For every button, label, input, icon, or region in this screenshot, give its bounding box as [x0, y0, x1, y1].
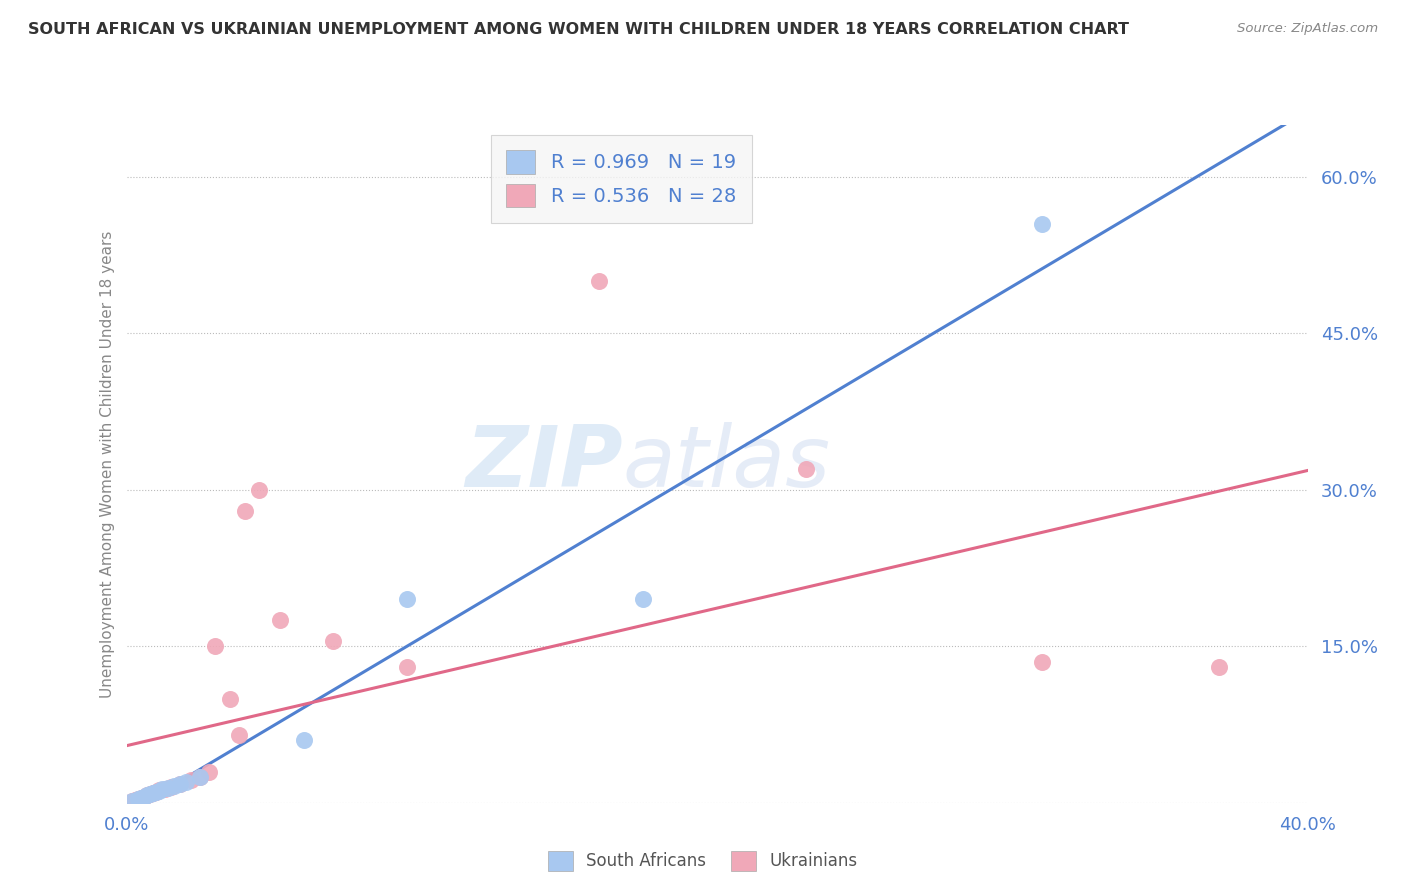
Point — [188, 770, 211, 784]
Point — [228, 728, 250, 742]
Point — [292, 733, 315, 747]
Point — [136, 789, 159, 803]
Point — [159, 780, 183, 794]
Point — [134, 789, 156, 804]
Y-axis label: Unemployment Among Women with Children Under 18 years: Unemployment Among Women with Children U… — [100, 230, 115, 698]
Point — [127, 791, 149, 805]
Point — [124, 792, 146, 806]
Point — [153, 782, 176, 797]
Point — [139, 788, 162, 802]
Point — [156, 781, 179, 796]
Point — [188, 770, 211, 784]
Text: Source: ZipAtlas.com: Source: ZipAtlas.com — [1237, 22, 1378, 36]
Point — [121, 794, 143, 808]
Point — [396, 592, 419, 607]
Point — [136, 789, 159, 803]
Point — [174, 775, 197, 789]
Point — [148, 783, 170, 797]
Point — [269, 613, 291, 627]
Point — [121, 794, 143, 808]
Point — [145, 785, 167, 799]
Point — [148, 784, 170, 798]
Point — [588, 274, 610, 288]
Point — [247, 483, 270, 497]
Legend: South Africans, Ukrainians: South Africans, Ukrainians — [540, 842, 866, 880]
Point — [180, 772, 202, 787]
Point — [396, 660, 419, 674]
Point — [139, 788, 162, 802]
Point — [134, 789, 156, 804]
Text: SOUTH AFRICAN VS UKRAINIAN UNEMPLOYMENT AMONG WOMEN WITH CHILDREN UNDER 18 YEARS: SOUTH AFRICAN VS UKRAINIAN UNEMPLOYMENT … — [28, 22, 1129, 37]
Point — [631, 592, 654, 607]
Point — [1031, 217, 1053, 231]
Point — [129, 790, 153, 805]
Text: atlas: atlas — [623, 422, 831, 506]
Point — [142, 786, 165, 800]
Point — [145, 785, 167, 799]
Point — [129, 790, 153, 805]
Point — [169, 777, 191, 791]
Point — [219, 691, 242, 706]
Point — [1031, 655, 1053, 669]
Legend: R = 0.969   N = 19, R = 0.536   N = 28: R = 0.969 N = 19, R = 0.536 N = 28 — [491, 135, 752, 223]
Point — [127, 791, 149, 805]
Point — [204, 640, 226, 654]
Point — [1208, 660, 1230, 674]
Point — [169, 777, 191, 791]
Point — [233, 504, 256, 518]
Point — [163, 779, 186, 793]
Text: ZIP: ZIP — [465, 422, 623, 506]
Point — [198, 764, 221, 779]
Point — [150, 782, 173, 797]
Point — [794, 462, 817, 476]
Point — [322, 634, 344, 648]
Point — [142, 786, 165, 800]
